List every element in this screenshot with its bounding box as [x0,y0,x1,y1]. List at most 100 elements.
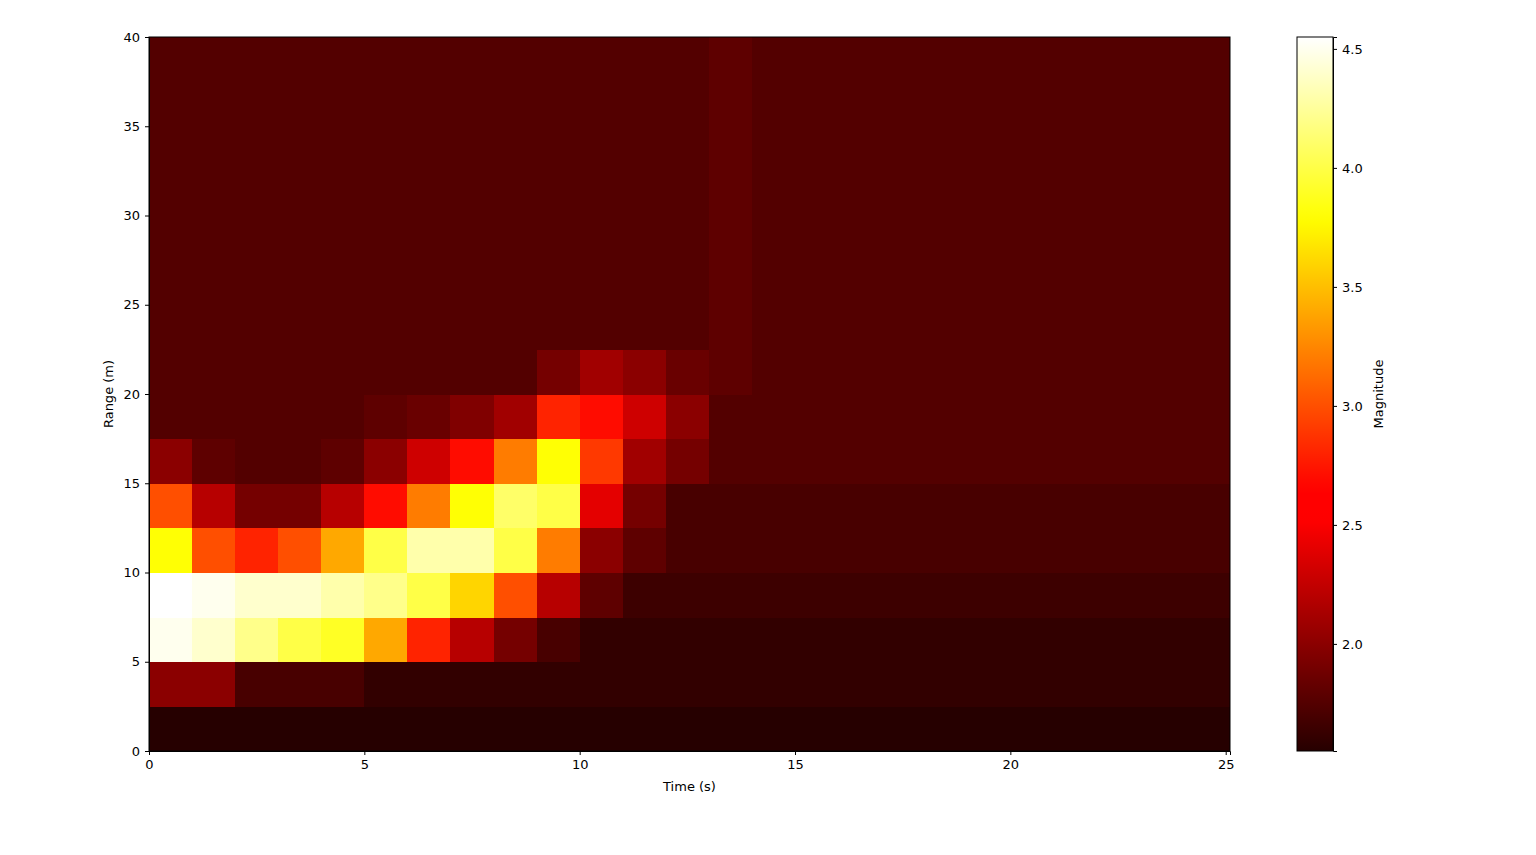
heatmap-cell [1183,171,1230,216]
heatmap-cell [1053,483,1097,528]
heatmap-cell [407,706,451,751]
heatmap-cell [321,216,365,261]
tick-mark [364,751,365,755]
heatmap-cell [450,349,494,394]
y-axis-title: Range (m) [101,360,116,428]
heatmap-cell [364,617,408,662]
heatmap-cell [364,394,408,439]
heatmap-cell [924,260,968,305]
heatmap-cell [623,706,667,751]
heatmap-cell [278,439,322,484]
heatmap-cell [407,617,451,662]
heatmap-cell [537,82,581,127]
heatmap-cell [967,305,1011,350]
heatmap-cell [838,349,882,394]
heatmap-cell [1010,260,1054,305]
heatmap-cell [967,617,1011,662]
heatmap-cell [537,662,581,707]
tick: 0 [132,744,149,759]
heatmap-cell [494,439,538,484]
tick-mark [145,216,149,217]
heatmap-cell [364,528,408,573]
heatmap-cell [1140,126,1184,171]
heatmap-cell [666,394,710,439]
heatmap-cell [537,305,581,350]
plot-frame [149,37,1230,751]
heatmap-cell [278,349,322,394]
heatmap-cell [666,573,710,618]
heatmap-cell [709,394,753,439]
heatmap-cell [278,37,322,82]
heatmap-cell [1053,706,1097,751]
tick: 5 [361,751,369,772]
heatmap-cell [1096,617,1140,662]
heatmap-cell [967,216,1011,261]
heatmap-cell [1096,394,1140,439]
tick-label: 0 [132,744,140,759]
heatmap-cell [321,126,365,171]
heatmap-cell [537,617,581,662]
heatmap-cell [1140,528,1184,573]
heatmap-cell [1053,617,1097,662]
heatmap-cell [278,617,322,662]
tick: 2.5 [1333,518,1363,533]
heatmap-cell [1010,171,1054,216]
heatmap-cell [838,394,882,439]
heatmap-cell [924,305,968,350]
heatmap-cell [881,528,925,573]
heatmap-cell [967,706,1011,751]
heatmap-cell [321,37,365,82]
heatmap-cell [580,483,624,528]
heatmap-cell [537,528,581,573]
heatmap-cell [149,82,193,127]
tick-mark [145,751,149,752]
heatmap-cell [580,706,624,751]
heatmap-cell [924,528,968,573]
heatmap-cell [321,662,365,707]
heatmap-cell [580,305,624,350]
heatmap-cell [838,439,882,484]
heatmap-cell [235,617,279,662]
x-axis-title: Time (s) [662,779,716,794]
heatmap-cell [881,617,925,662]
heatmap-cell [364,349,408,394]
heatmap-cell [1140,305,1184,350]
heatmap-cell [235,82,279,127]
heatmap-cell [494,528,538,573]
heatmap-cell [580,349,624,394]
tick-mark [145,305,149,306]
heatmap-cell [881,573,925,618]
heatmap-cell [838,706,882,751]
heatmap-cell [623,260,667,305]
heatmap-cell [1053,260,1097,305]
heatmap-cell [364,82,408,127]
heatmap-cell [537,706,581,751]
heatmap-cell [407,528,451,573]
heatmap-cell [321,260,365,305]
heatmap-cell [881,216,925,261]
heatmap-cell [795,706,839,751]
heatmap-cell [752,82,796,127]
heatmap-cell [795,662,839,707]
heatmap-cell [967,439,1011,484]
heatmap-cell [450,305,494,350]
heatmap-cell [1140,37,1184,82]
heatmap-cell [580,573,624,618]
heatmap-cell [795,260,839,305]
heatmap-cell [1010,126,1054,171]
heatmap-cell [1183,528,1230,573]
heatmap-cell [321,573,365,618]
heatmap-cell [623,305,667,350]
heatmap-cell [752,216,796,261]
heatmap-cell [450,483,494,528]
heatmap-cell [235,528,279,573]
heatmap-cell [1053,439,1097,484]
heatmap-cell [278,82,322,127]
heatmap-cell [580,439,624,484]
tick-mark [795,751,796,755]
heatmap-cell [494,617,538,662]
heatmap-cell [235,439,279,484]
heatmap-cell [149,216,193,261]
heatmap-cell [881,305,925,350]
heatmap-cell [623,82,667,127]
